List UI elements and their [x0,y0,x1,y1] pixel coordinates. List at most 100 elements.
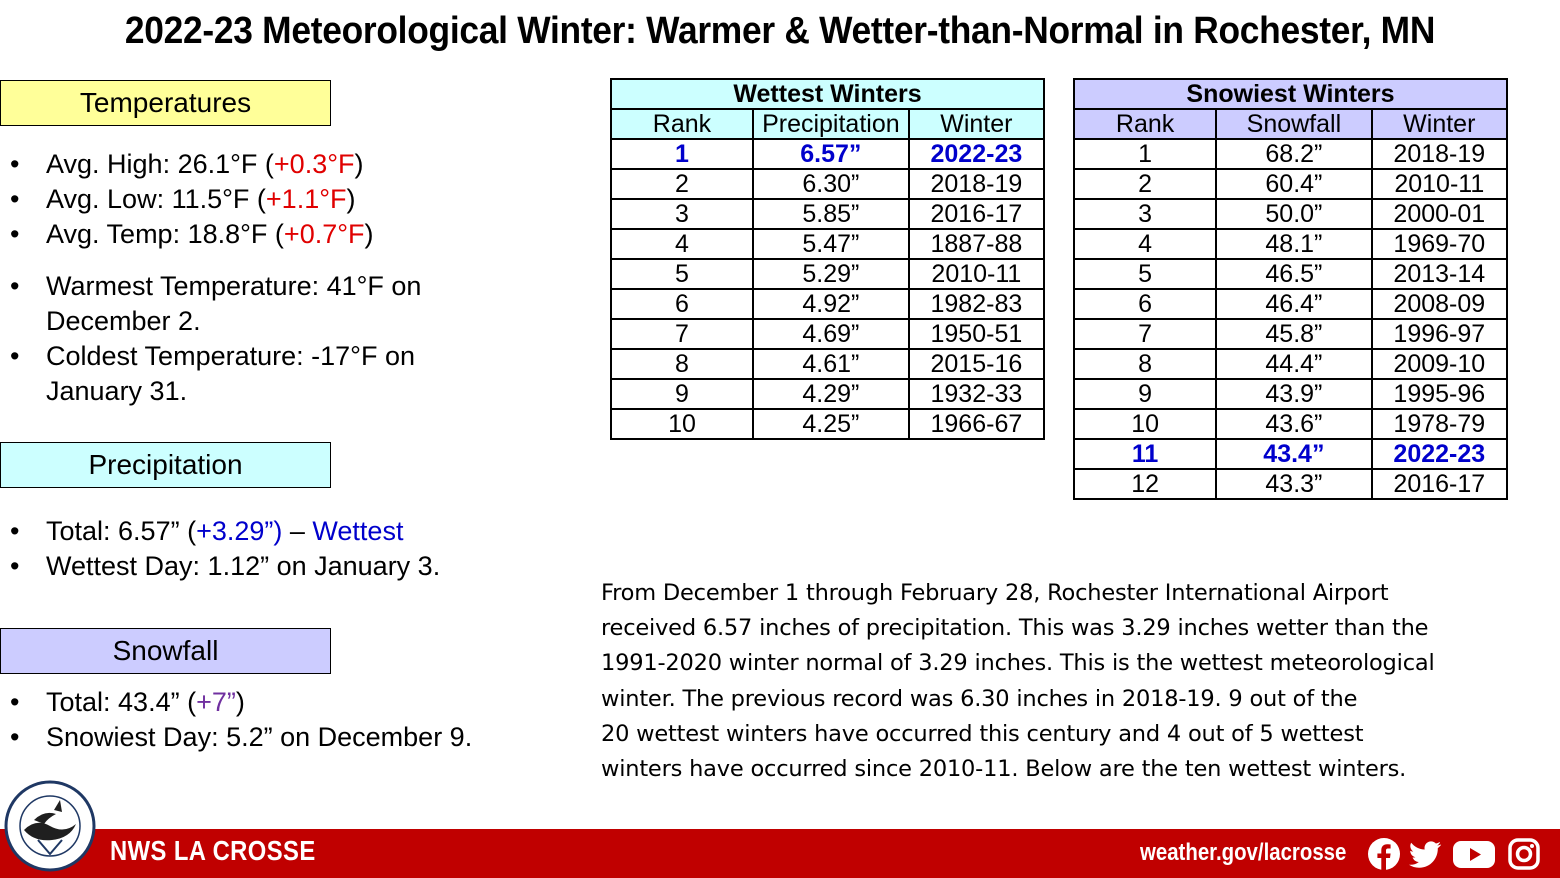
column-header: Winter [1370,108,1509,140]
value-cell: 43.6” [1215,408,1373,440]
rank-cell: 1 [1072,138,1218,170]
avg-low-item: Avg. Low: 11.5°F (+1.1°F) [0,182,374,217]
table-row: 12 43.3” 2016-17 [1072,468,1509,500]
rank-cell: 12 [1072,468,1218,500]
column-header: Precipitation [751,108,910,140]
rank-cell: 10 [610,408,754,440]
summary-paragraph: From December 1 through February 28, Roc… [601,576,1521,787]
winter-cell: 2013-14 [1370,258,1509,290]
value-cell: 68.2” [1215,138,1373,170]
paragraph-line: From December 1 through February 28, Roc… [601,580,1389,606]
winter-cell: 2008-09 [1370,288,1509,320]
twitter-icon[interactable] [1408,837,1442,871]
page-title: 2022-23 Meteorological Winter: Warmer & … [124,10,1436,52]
rank-cell: 7 [1072,318,1218,350]
table-row: 5 46.5” 2013-14 [1072,258,1509,290]
office-name: NWS LA CROSSE [110,835,316,866]
table-row: 3 50.0” 2000-01 [1072,198,1509,230]
paragraph-line: received 6.57 inches of precipitation. T… [601,615,1429,642]
rank-cell: 4 [610,228,754,260]
value-cell: 4.92” [751,288,910,320]
value-cell: 46.5” [1215,258,1373,290]
paragraph-line: winter. The previous record was 6.30 inc… [601,685,1358,712]
table-row: 4 48.1” 1969-70 [1072,228,1509,260]
value-cell: 4.69” [751,318,910,350]
value-cell: 48.1” [1215,228,1373,260]
rank-cell: 5 [610,258,754,290]
precip-total-item: Total: 6.57” (+3.29”) – Wettest [0,514,440,549]
value-cell: 50.0” [1215,198,1373,230]
value-cell: 60.4” [1215,168,1373,200]
paragraph-line: 20 wettest winters have occurred this ce… [601,720,1364,747]
instagram-icon[interactable] [1507,837,1541,871]
rank-cell: 7 [610,318,754,350]
table-row: 6 4.92” 1982-83 [610,288,1046,320]
winter-cell: 1995-96 [1370,378,1509,410]
value-cell: 5.85” [751,198,910,230]
column-header: Rank [610,108,754,140]
snowiest-day-item: Snowiest Day: 5.2” on December 9. [0,720,472,755]
youtube-icon[interactable] [1452,837,1496,871]
rank-cell: 10 [1072,408,1218,440]
table-row: 2 6.30” 2018-19 [610,168,1046,200]
rank-cell: 4 [1072,228,1218,260]
table-row: 9 43.9” 1995-96 [1072,378,1509,410]
table-row: 1 68.2” 2018-19 [1072,138,1509,170]
value-cell: 6.57” [751,138,910,170]
facebook-icon[interactable] [1367,837,1401,871]
winter-cell: 2018-19 [907,168,1046,200]
rank-cell: 11 [1072,438,1218,470]
winter-cell: 1982-83 [907,288,1046,320]
value-cell: 43.4” [1215,438,1373,470]
value-cell: 46.4” [1215,288,1373,320]
website-link[interactable]: weather.gov/lacrosse [1140,839,1347,866]
winter-cell: 1969-70 [1370,228,1509,260]
avg-high-item: Avg. High: 26.1°F (+0.3°F) [0,147,374,182]
table-row: 7 45.8” 1996-97 [1072,318,1509,350]
winter-cell: 1932-33 [907,378,1046,410]
rank-cell: 5 [1072,258,1218,290]
table-row: 1 6.57” 2022-23 [610,138,1046,170]
value-cell: 4.29” [751,378,910,410]
table-row: 10 43.6” 1978-79 [1072,408,1509,440]
avg-temp-item: Avg. Temp: 18.8°F (+0.7°F) [0,217,374,252]
value-cell: 43.3” [1215,468,1373,500]
value-cell: 43.9” [1215,378,1373,410]
rank-cell: 3 [1072,198,1218,230]
winter-cell: 1887-88 [907,228,1046,260]
rank-cell: 9 [1072,378,1218,410]
rank-cell: 9 [610,378,754,410]
rank-cell: 3 [610,198,754,230]
paragraph-line: winters have occurred since 2010-11. Bel… [601,756,1407,783]
snowfall-heading: Snowfall [0,628,331,674]
winter-cell: 2016-17 [1370,468,1509,500]
winter-cell: 1996-97 [1370,318,1509,350]
table-row: 11 43.4” 2022-23 [1072,438,1509,470]
rank-cell: 2 [610,168,754,200]
table-row: 6 46.4” 2008-09 [1072,288,1509,320]
winter-cell: 2010-11 [1370,168,1509,200]
paragraph-line: 1991-2020 winter normal of 3.29 inches. … [601,650,1435,677]
winter-cell: 1950-51 [907,318,1046,350]
precipitation-heading: Precipitation [0,442,331,488]
wettest-table-title: Wettest Winters [610,78,1045,110]
column-header: Snowfall [1215,108,1373,140]
value-cell: 4.25” [751,408,910,440]
rank-cell: 6 [610,288,754,320]
table-row: 3 5.85” 2016-17 [610,198,1046,230]
table-row: 8 44.4” 2009-10 [1072,348,1509,380]
nws-logo [4,780,96,872]
precipitation-list: Total: 6.57” (+3.29”) – Wettest Wettest … [0,514,440,584]
temperatures-heading: Temperatures [0,80,331,126]
value-cell: 5.29” [751,258,910,290]
table-row: 10 4.25” 1966-67 [610,408,1046,440]
winter-cell: 1966-67 [907,408,1046,440]
rank-cell: 2 [1072,168,1218,200]
wettest-day-item: Wettest Day: 1.12” on January 3. [0,549,440,584]
column-header: Rank [1072,108,1218,140]
snowiest-table-title: Snowiest Winters [1073,78,1508,110]
snow-total-item: Total: 43.4” (+7”) [0,685,472,720]
footer-bar: NWS LA CROSSE weather.gov/lacrosse [0,829,1560,878]
